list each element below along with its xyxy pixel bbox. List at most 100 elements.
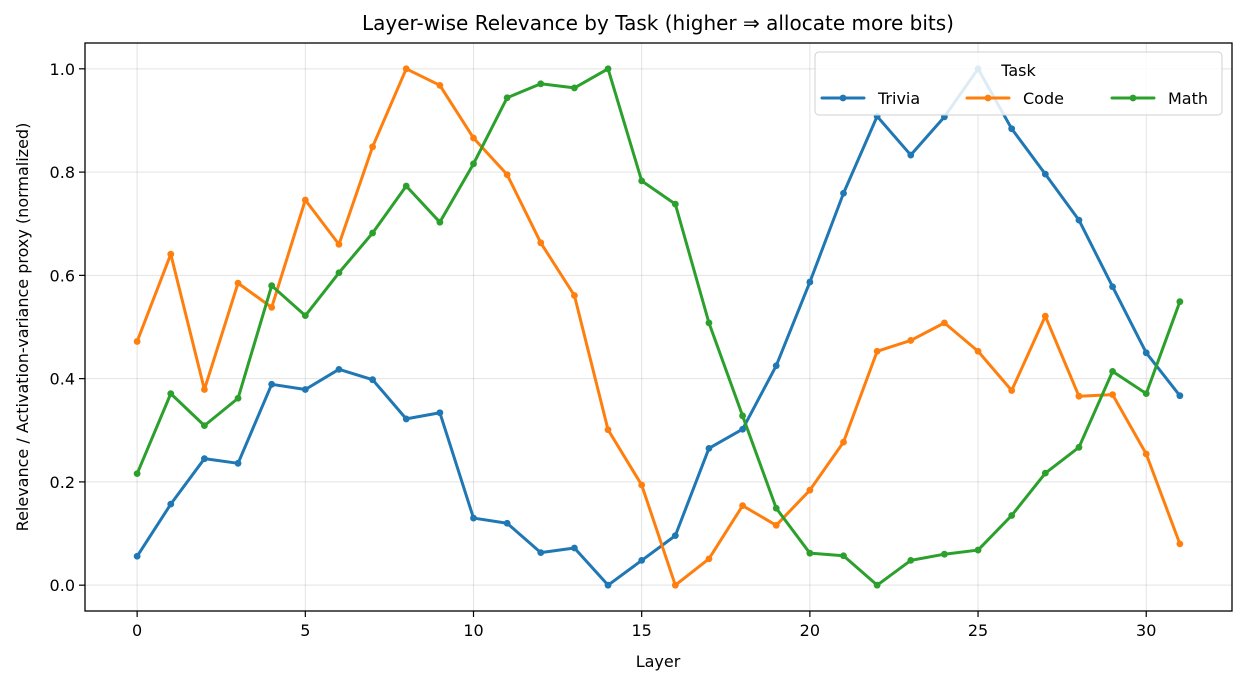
x-tick-label: 10 — [463, 621, 483, 640]
data-point-code — [1075, 392, 1083, 400]
data-point-trivia — [436, 409, 444, 417]
data-point-code — [873, 347, 881, 355]
data-point-code — [503, 171, 511, 179]
data-point-math — [739, 412, 746, 420]
data-point-math — [402, 182, 410, 190]
data-point-trivia — [671, 532, 679, 540]
y-tick-label: 0.8 — [50, 163, 75, 182]
data-point-math — [1142, 390, 1150, 398]
data-point-trivia — [335, 365, 343, 373]
y-tick-label: 0.2 — [50, 473, 75, 492]
data-point-math — [268, 282, 276, 290]
data-point-code — [234, 279, 242, 287]
data-point-trivia — [268, 380, 276, 388]
data-point-code — [133, 338, 141, 345]
data-point-trivia — [1176, 392, 1184, 400]
data-point-code — [1041, 312, 1049, 320]
data-point-trivia — [503, 519, 511, 527]
series-line-code — [135, 67, 1182, 587]
data-point-code — [335, 240, 343, 248]
data-point-math — [806, 549, 814, 557]
data-point-code — [604, 426, 612, 434]
data-point-code — [1109, 391, 1116, 399]
data-point-code — [806, 486, 814, 494]
data-point-trivia — [470, 514, 477, 522]
legend-marker-code — [984, 94, 992, 102]
data-point-code — [537, 239, 545, 247]
data-point-math — [1109, 368, 1116, 375]
y-tick-label: 1.0 — [50, 60, 75, 79]
data-point-math — [1008, 512, 1016, 519]
data-point-math — [537, 80, 545, 88]
data-point-code — [772, 521, 780, 529]
data-point-code — [571, 292, 578, 299]
data-point-trivia — [907, 151, 915, 159]
data-point-trivia — [133, 552, 141, 560]
data-point-math — [369, 229, 376, 237]
data-point-code — [638, 481, 646, 489]
x-tick-label: 15 — [632, 621, 652, 640]
x-tick-label: 20 — [800, 621, 820, 640]
data-point-trivia — [1008, 125, 1016, 133]
data-point-code — [1008, 387, 1016, 394]
data-point-math — [335, 269, 343, 277]
data-point-code — [739, 502, 746, 510]
data-point-code — [402, 65, 410, 73]
data-point-trivia — [301, 386, 309, 393]
data-point-trivia — [772, 362, 780, 370]
y-axis-label: Relevance / Activation-variance proxy (n… — [13, 123, 32, 532]
data-point-code — [1142, 450, 1150, 458]
data-point-code — [201, 386, 208, 393]
series-line-trivia — [135, 67, 1182, 587]
data-point-math — [907, 556, 915, 564]
data-point-math — [772, 504, 780, 512]
data-point-math — [133, 470, 141, 478]
legend: Task Trivia Code Math — [814, 51, 1223, 116]
data-point-trivia — [167, 500, 175, 508]
legend-label-math: Math — [1168, 89, 1208, 108]
data-point-math — [604, 65, 612, 73]
plot-area: 0 5 10 15 20 25 30 0.0 0.2 0.4 0.6 0.8 1.0 — [50, 42, 1233, 640]
data-point-trivia — [1075, 216, 1083, 224]
data-point-trivia — [806, 278, 814, 286]
data-point-code — [167, 250, 175, 258]
data-point-math — [201, 422, 208, 430]
data-point-trivia — [840, 189, 847, 197]
data-point-trivia — [705, 444, 713, 452]
x-tick-label: 5 — [300, 621, 310, 640]
data-point-math — [671, 200, 679, 208]
data-point-code — [436, 81, 444, 89]
legend-label-trivia: Trivia — [877, 89, 920, 108]
data-point-trivia — [739, 425, 746, 433]
data-point-code — [470, 134, 477, 142]
data-point-trivia — [537, 549, 545, 557]
x-tick-label: 0 — [132, 621, 142, 640]
axes-frame — [84, 42, 1233, 612]
data-point-math — [941, 550, 948, 558]
data-point-math — [571, 84, 578, 92]
data-point-math — [301, 312, 309, 320]
series-line-math — [135, 67, 1182, 587]
data-point-math — [974, 546, 982, 554]
data-point-math — [1041, 469, 1049, 477]
data-point-trivia — [1041, 170, 1049, 178]
data-point-math — [470, 160, 477, 168]
data-point-trivia — [402, 415, 410, 423]
data-point-code — [974, 347, 982, 355]
data-point-trivia — [201, 455, 208, 463]
legend-marker-trivia — [839, 94, 847, 102]
data-point-trivia — [638, 556, 646, 564]
y-tick-label: 0.0 — [50, 576, 75, 595]
data-point-math — [840, 552, 847, 560]
x-tick-label: 30 — [1136, 621, 1156, 640]
y-tick-label: 0.6 — [50, 266, 75, 285]
data-point-code — [705, 555, 713, 563]
data-point-code — [941, 319, 948, 327]
data-point-code — [369, 143, 376, 151]
data-point-code — [1176, 540, 1184, 548]
data-point-trivia — [369, 376, 376, 384]
data-point-code — [840, 438, 847, 446]
data-point-code — [907, 337, 915, 344]
data-point-math — [705, 319, 713, 327]
